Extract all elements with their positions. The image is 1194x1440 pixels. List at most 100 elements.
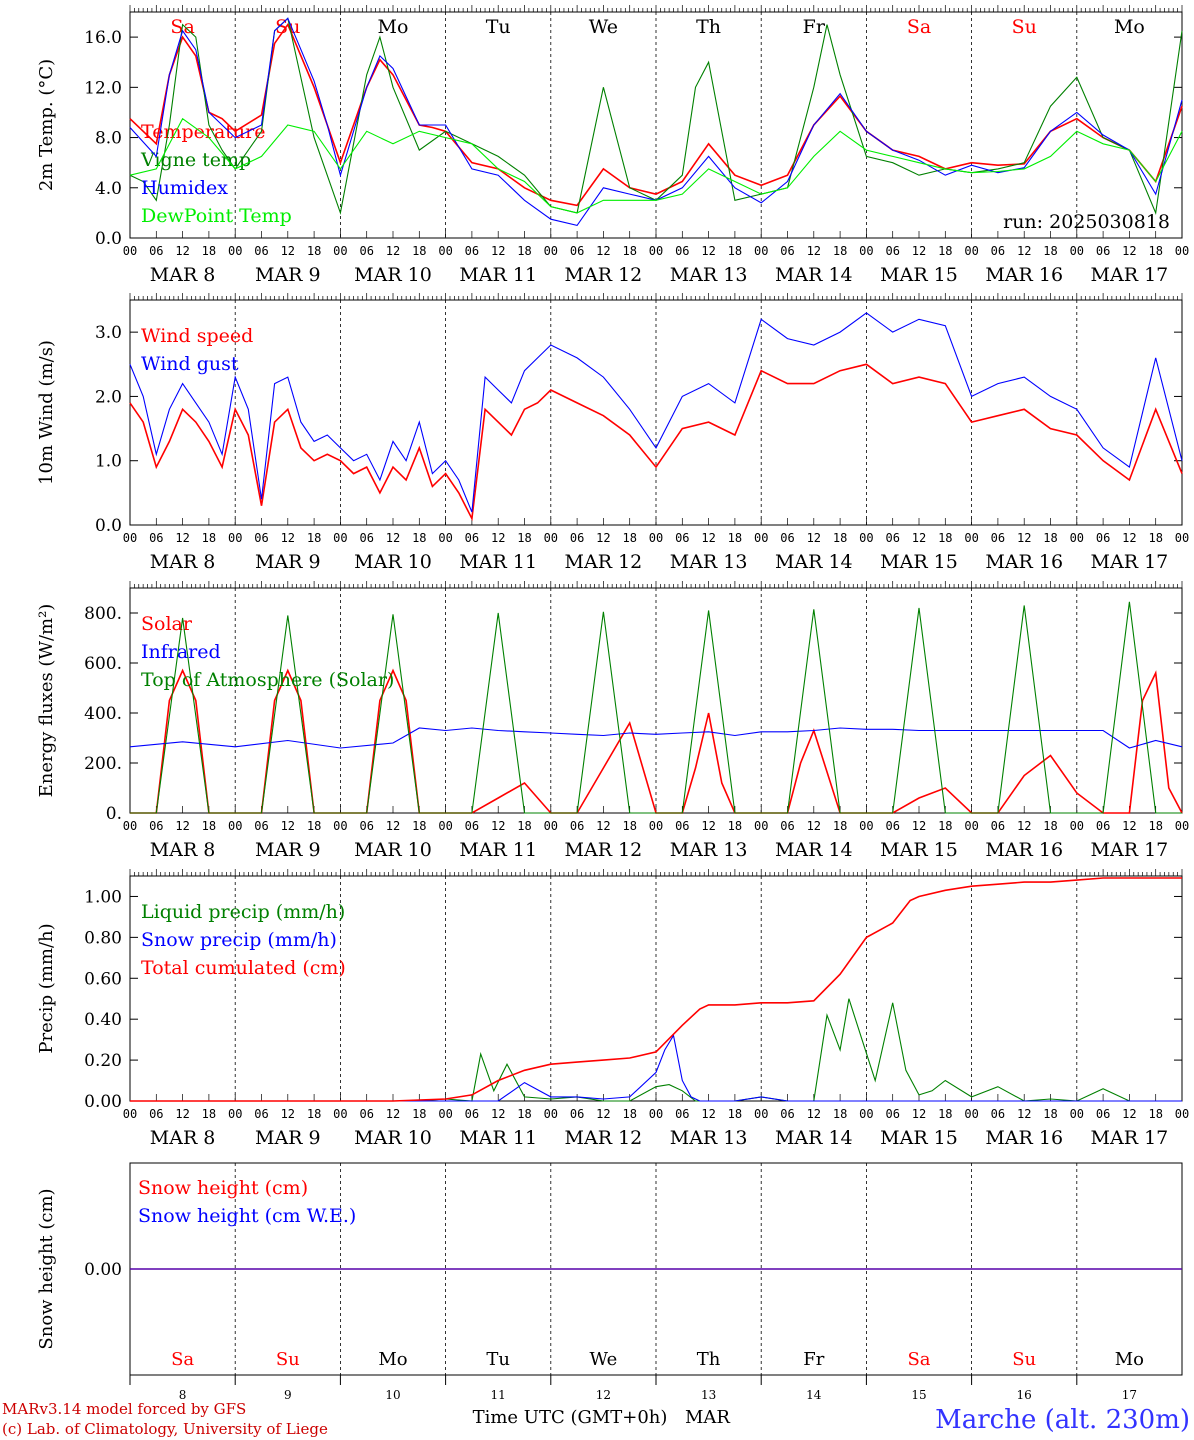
hour-tick-label: 12: [1122, 819, 1136, 833]
y-tick-label: 1.00: [84, 887, 122, 907]
hour-tick-label: 12: [281, 244, 295, 258]
hour-tick-label: 18: [938, 1107, 952, 1121]
date-label: MAR 14: [775, 839, 853, 861]
date-label: MAR 15: [880, 551, 958, 573]
hour-tick-label: 06: [885, 244, 899, 258]
hour-tick-label: 06: [675, 531, 689, 545]
date-label: MAR 12: [565, 551, 643, 573]
date-label: MAR 11: [459, 264, 537, 286]
hour-tick-label: 00: [649, 819, 663, 833]
day-name-label: Sa: [907, 1349, 930, 1370]
day-number-label: 15: [911, 1388, 926, 1402]
hour-tick-label: 12: [386, 819, 400, 833]
hour-tick-label: 00: [438, 819, 452, 833]
hour-tick-label: 18: [307, 244, 321, 258]
day-number-label: 17: [1122, 1388, 1137, 1402]
series-line-blue: [129, 17, 1183, 227]
hour-tick-label: 18: [202, 819, 216, 833]
y-tick-label: 0.: [106, 804, 122, 824]
y-tick-label: 2.0: [95, 387, 122, 407]
day-number-label: 11: [491, 1388, 506, 1402]
hour-tick-label: 12: [175, 819, 189, 833]
hour-tick-label: 18: [307, 819, 321, 833]
hour-tick-label: 00: [228, 244, 242, 258]
hour-tick-label: 06: [465, 244, 479, 258]
hour-tick-label: 06: [991, 531, 1005, 545]
hour-tick-label: 12: [912, 531, 926, 545]
date-label: MAR 13: [670, 264, 748, 286]
hour-tick-label: 12: [1122, 531, 1136, 545]
hour-tick-label: 00: [859, 1107, 873, 1121]
legend-entry: Top of Atmosphere (Solar): [141, 669, 394, 691]
hour-tick-label: 00: [438, 531, 452, 545]
day-name-label: Tu: [486, 1349, 510, 1370]
hour-tick-label: 18: [938, 531, 952, 545]
hour-tick-label: 00: [544, 819, 558, 833]
hour-tick-label: 00: [1070, 244, 1084, 258]
hour-tick-label: 12: [386, 244, 400, 258]
day-number-label: 12: [596, 1388, 611, 1402]
hour-tick-label: 12: [386, 531, 400, 545]
day-number-label: 10: [385, 1388, 400, 1402]
plot-frame-2: [129, 587, 1183, 814]
y-tick-label: 0.0: [95, 516, 122, 536]
day-number-label: 9: [284, 1388, 292, 1402]
y-tick-label: 16.0: [84, 28, 122, 48]
hour-tick-label: 18: [412, 531, 426, 545]
legend-entry: Liquid precip (mm/h): [141, 901, 345, 923]
hour-tick-label: 00: [1175, 1107, 1189, 1121]
day-name-label: Sa: [171, 1349, 194, 1370]
hour-tick-label: 00: [964, 244, 978, 258]
hour-tick-label: 06: [570, 531, 584, 545]
hour-tick-label: 00: [544, 244, 558, 258]
y-tick-label: 200.: [84, 754, 122, 774]
date-label: MAR 16: [985, 264, 1063, 286]
legend-entry: Wind speed: [141, 325, 253, 347]
y-tick-label: 0.60: [84, 969, 122, 989]
hour-tick-label: 12: [912, 819, 926, 833]
hour-tick-label: 00: [438, 244, 452, 258]
date-label: MAR 12: [565, 1127, 643, 1149]
y-tick-label: 0.40: [84, 1010, 122, 1030]
hour-tick-label: 18: [517, 1107, 531, 1121]
series-line-lightgreen: [129, 117, 1183, 214]
hour-tick-label: 06: [885, 1107, 899, 1121]
hour-tick-label: 00: [123, 531, 137, 545]
hour-tick-label: 18: [1043, 244, 1057, 258]
x-axis-title: Time UTC (GMT+0h): [473, 1407, 668, 1428]
hour-tick-label: 12: [807, 531, 821, 545]
hour-tick-label: 06: [885, 819, 899, 833]
legend-entry: Snow height (cm): [138, 1177, 308, 1199]
hour-tick-label: 00: [1070, 1107, 1084, 1121]
date-label: MAR 9: [255, 1127, 321, 1149]
date-label: MAR 14: [775, 1127, 853, 1149]
hour-tick-label: 18: [622, 531, 636, 545]
hour-tick-label: 18: [1043, 1107, 1057, 1121]
hour-tick-label: 18: [728, 819, 742, 833]
legend-entry: DewPoint Temp: [141, 205, 292, 227]
hour-tick-label: 12: [807, 244, 821, 258]
hour-tick-label: 12: [596, 1107, 610, 1121]
day-name-label: Th: [697, 1349, 721, 1370]
hour-tick-label: 18: [307, 531, 321, 545]
hour-tick-label: 00: [333, 244, 347, 258]
hour-tick-label: 18: [833, 531, 847, 545]
series-line-blue: [130, 1033, 1182, 1102]
hour-tick-label: 12: [912, 244, 926, 258]
hour-tick-label: 12: [701, 531, 715, 545]
legend-entry: Humidex: [141, 177, 228, 199]
hour-tick-label: 06: [149, 1107, 163, 1121]
hour-tick-label: 00: [544, 1107, 558, 1121]
hour-tick-label: 06: [465, 531, 479, 545]
date-label: MAR 11: [459, 1127, 537, 1149]
hour-tick-label: 18: [938, 819, 952, 833]
date-label: MAR 12: [565, 264, 643, 286]
hour-tick-label: 00: [964, 1107, 978, 1121]
hour-tick-label: 18: [622, 244, 636, 258]
hour-tick-label: 06: [359, 819, 373, 833]
day-name-label: Su: [276, 1349, 300, 1370]
hour-tick-label: 18: [1148, 819, 1162, 833]
hour-tick-label: 00: [1070, 531, 1084, 545]
y-tick-label: 4.0: [95, 179, 122, 199]
